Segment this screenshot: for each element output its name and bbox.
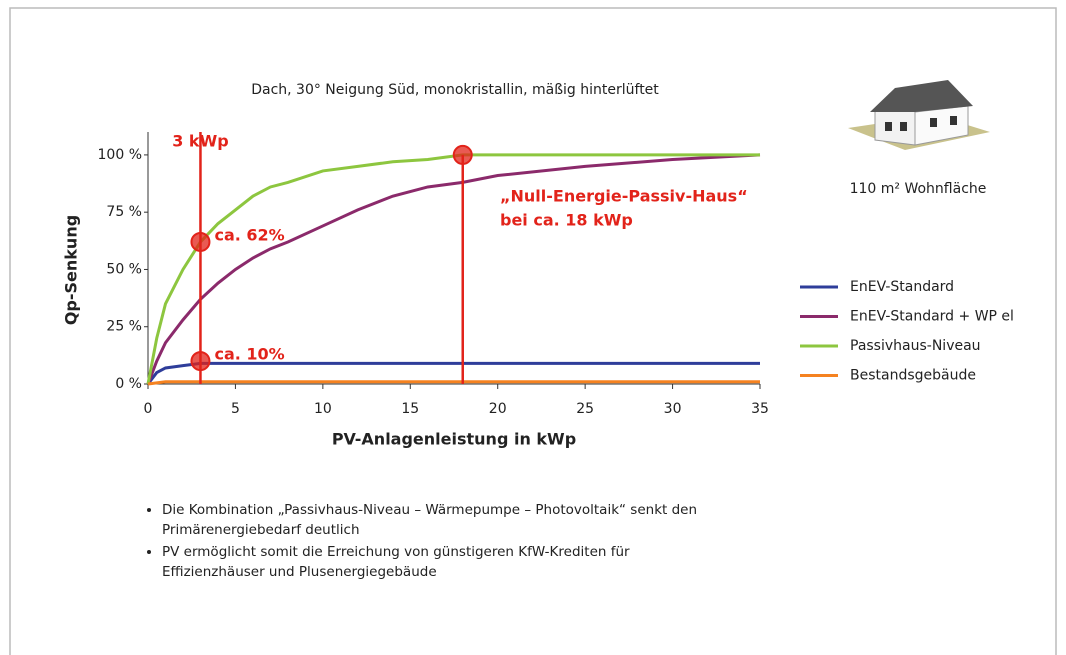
x-tick-label: 15: [401, 401, 419, 417]
page: Dach, 30° Neigung Süd, monokristallin, m…: [0, 0, 1066, 655]
x-tick-label: 20: [489, 401, 507, 417]
highlight-point: [191, 352, 209, 370]
x-tick-label: 35: [751, 401, 769, 417]
y-tick-label: 50 %: [106, 261, 142, 277]
notes: Die Kombination „Passivhaus-Niveau – Wär…: [150, 500, 722, 584]
annotation: 3 kWp: [172, 132, 228, 151]
house-caption: 110 m² Wohnfläche: [850, 181, 987, 197]
y-tick-label: 75 %: [106, 204, 142, 220]
annotation: ca. 62%: [214, 225, 284, 244]
y-tick-label: 100 %: [98, 147, 142, 163]
chart-title: Dach, 30° Neigung Süd, monokristallin, m…: [251, 82, 659, 98]
x-axis-label: PV-Anlagenleistung in kWp: [332, 430, 576, 449]
legend-label: EnEV-Standard: [850, 279, 954, 295]
highlight-point: [191, 233, 209, 251]
x-tick-label: 30: [664, 401, 682, 417]
annotation: bei ca. 18 kWp: [500, 211, 633, 230]
annotation: „Null-Energie-Passiv-Haus“: [500, 187, 748, 206]
legend-label: Bestandsgebäude: [850, 368, 976, 384]
x-tick-label: 5: [231, 401, 240, 417]
annotation: ca. 10%: [214, 345, 284, 364]
y-tick-label: 25 %: [106, 319, 142, 335]
note: PV ermöglicht somit die Erreichung von g…: [162, 542, 722, 582]
note: Die Kombination „Passivhaus-Niveau – Wär…: [162, 500, 722, 540]
house-icon: [848, 80, 990, 150]
y-tick-label: 0 %: [115, 376, 142, 392]
x-tick-label: 25: [576, 401, 594, 417]
x-tick-label: 10: [314, 401, 332, 417]
legend-label: Passivhaus-Niveau: [850, 338, 981, 354]
y-axis-label: Qp-Senkung: [62, 215, 81, 325]
x-tick-label: 0: [144, 401, 153, 417]
legend-label: EnEV-Standard + WP el: [850, 309, 1014, 325]
highlight-point: [454, 146, 472, 164]
